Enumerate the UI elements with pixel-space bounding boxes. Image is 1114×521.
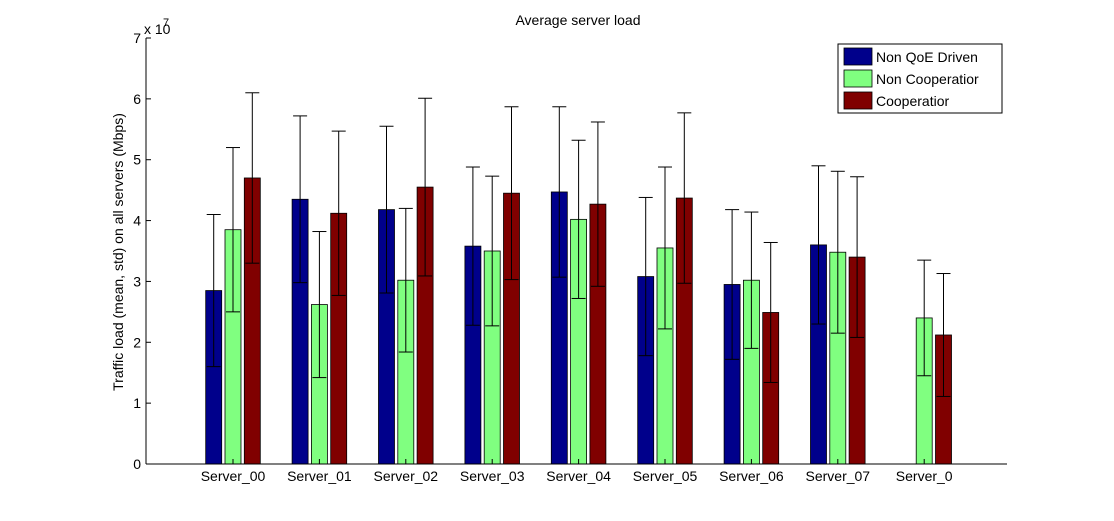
x-tick-label: Server_04 xyxy=(546,468,611,484)
x-tick-label: Server_05 xyxy=(633,468,698,484)
x-tick-label: Server_0 xyxy=(896,468,953,484)
error-bars xyxy=(206,92,951,397)
plot-area xyxy=(205,177,952,465)
y-tick-label: 5 xyxy=(133,152,141,168)
x-tick-label: Server_00 xyxy=(201,468,266,484)
y-axis: 0 1 2 3 4 5 6 7 xyxy=(133,30,151,472)
legend: Non QoE Driven Non Cooperatior Cooperati… xyxy=(837,43,1003,114)
x-tick-label: Server_02 xyxy=(374,468,439,484)
legend-label-non-cooperation: Non Cooperatior xyxy=(876,71,979,87)
legend-label-cooperation: Cooperatior xyxy=(876,93,949,109)
legend-swatch-non-qoe-driven xyxy=(843,47,873,66)
y-exponent-value: 7 xyxy=(163,17,169,29)
y-axis-label: Traffic load (mean, std) on all servers … xyxy=(110,113,126,391)
y-tick-label: 1 xyxy=(133,395,141,411)
y-tick-label: 2 xyxy=(133,334,141,350)
y-tick-label: 4 xyxy=(133,213,141,229)
x-tick-label: Server_06 xyxy=(719,468,784,484)
legend-swatch-cooperation xyxy=(843,91,873,110)
legend-swatch-non-cooperation xyxy=(843,69,873,88)
y-tick-label: 0 xyxy=(133,456,141,472)
x-axis: Server_00 Server_01 Server_02 Server_03 Serv… xyxy=(146,459,1007,484)
x-tick-label: Server_03 xyxy=(460,468,525,484)
y-tick-label: 3 xyxy=(133,273,141,289)
y-tick-label: 7 xyxy=(133,30,141,46)
y-exponent-label: x 10 xyxy=(144,21,171,37)
x-tick-label: Server_07 xyxy=(806,468,871,484)
y-tick-label: 6 xyxy=(133,91,141,107)
legend-label-non-qoe-driven: Non QoE Driven xyxy=(876,49,978,65)
x-tick-label: Server_01 xyxy=(287,468,352,484)
chart-title: Average server load xyxy=(515,12,640,28)
